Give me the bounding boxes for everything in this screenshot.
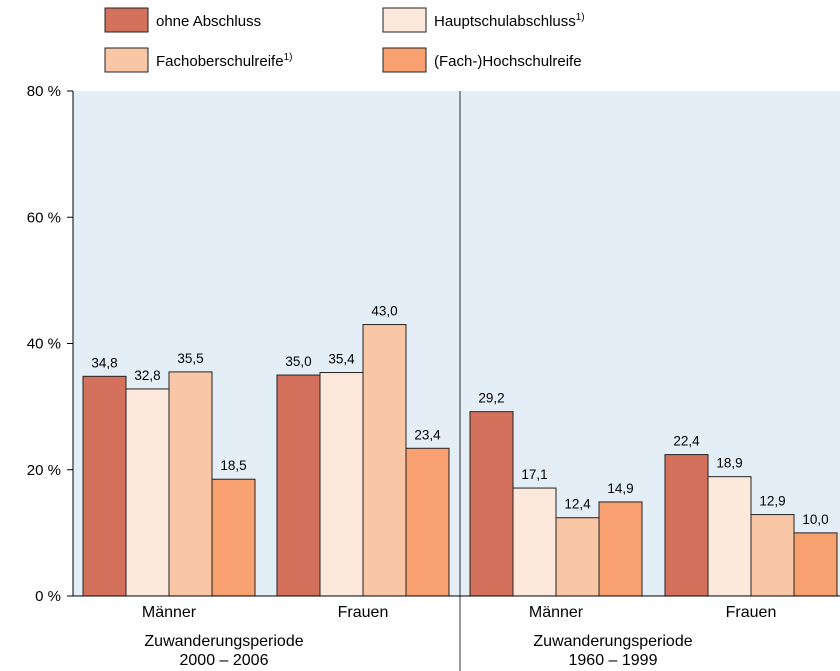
- y-tick-label: 80 %: [27, 83, 61, 100]
- bar: [211, 478, 256, 597]
- legend-label: ohne Abschluss: [156, 13, 261, 30]
- y-tick-label: 60 %: [27, 209, 61, 226]
- group-label-line2: 1960 – 1999: [569, 652, 658, 669]
- bar-value-label: 12,9: [759, 494, 785, 509]
- category-label: Männer: [142, 604, 197, 621]
- bar: [276, 374, 321, 597]
- bar-value-label: 18,5: [220, 458, 246, 473]
- bar: [362, 324, 407, 597]
- bar-value-label: 23,4: [414, 427, 441, 442]
- legend: ohne Abschluss Hauptschulabschluss1) Facho…: [104, 7, 585, 73]
- bar-value-label: 18,9: [716, 456, 742, 471]
- legend-swatch: [104, 7, 149, 33]
- bar: [82, 375, 127, 597]
- y-axis: 0 % 20 % 40 % 60 % 80 %: [27, 83, 74, 605]
- x-axis: Männer Frauen Zuwanderungsperiode 2000 – 20…: [73, 595, 840, 669]
- category-label: Männer: [529, 604, 584, 621]
- bar: [469, 411, 514, 597]
- bar: [793, 532, 838, 597]
- category-label: Frauen: [338, 604, 389, 621]
- category-label: Frauen: [726, 604, 777, 621]
- bar-value-label: 35,5: [177, 351, 203, 366]
- bar: [405, 447, 450, 597]
- bar-value-label: 14,9: [607, 481, 633, 496]
- bar-value-label: 22,4: [673, 434, 700, 449]
- bar: [750, 514, 795, 597]
- y-tick-label: 40 %: [27, 336, 61, 353]
- bar-value-label: 35,0: [285, 354, 311, 369]
- bar: [512, 487, 557, 597]
- bar: [555, 517, 600, 597]
- bar: [598, 501, 643, 597]
- bar: [125, 388, 170, 597]
- legend-label: (Fach-)Hochschulreife: [434, 53, 582, 70]
- bar-value-label: 32,8: [134, 368, 160, 383]
- bar-value-label: 17,1: [521, 467, 547, 482]
- bars: [82, 324, 838, 597]
- bar: [319, 372, 364, 597]
- legend-label: Fachoberschulreife1): [156, 52, 292, 70]
- bar-value-label: 29,2: [478, 391, 504, 406]
- legend-swatch: [104, 47, 149, 73]
- group-label-line1: Zuwanderungsperiode: [144, 633, 303, 650]
- bar-value-label: 34,8: [91, 355, 117, 370]
- bar: [664, 454, 709, 597]
- legend-swatch: [382, 47, 427, 73]
- value-labels: 34,8 32,8 35,5 18,5 35,0 35,4 43,0 23,4 29,2 17,1…: [91, 304, 828, 527]
- legend-label: Hauptschulabschluss1): [434, 12, 585, 30]
- group-label-line1: Zuwanderungsperiode: [533, 633, 692, 650]
- bar-value-label: 12,4: [564, 497, 591, 512]
- y-tick-label: 0 %: [35, 588, 61, 605]
- bar: [707, 476, 752, 597]
- y-tick-label: 20 %: [27, 462, 61, 479]
- legend-swatch: [382, 7, 427, 33]
- bar-value-label: 35,4: [328, 352, 355, 367]
- group-label-line2: 2000 – 2006: [180, 652, 269, 669]
- bar-value-label: 43,0: [371, 304, 397, 319]
- bar: [168, 371, 213, 597]
- bar-value-label: 10,0: [802, 512, 828, 527]
